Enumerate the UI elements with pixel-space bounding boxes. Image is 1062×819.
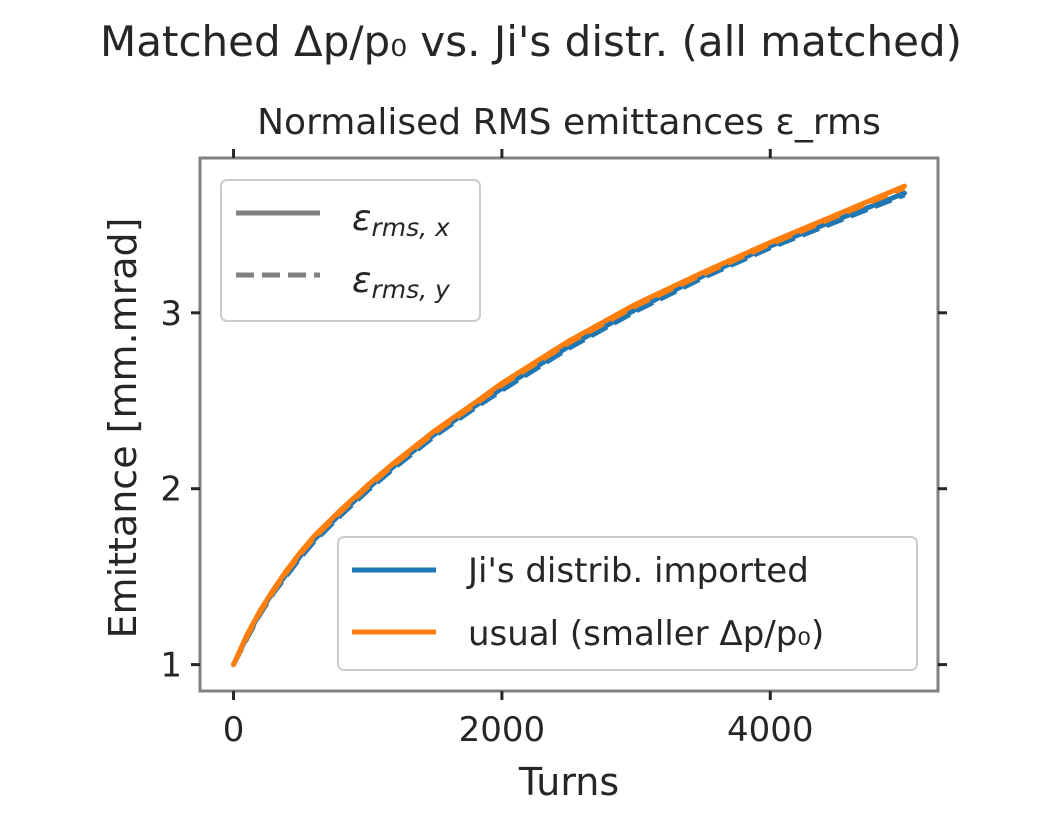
y-tick-label: 2 [160,470,182,510]
x-axis-label: Turns [518,760,619,804]
legend-label-ji: Ji's distrib. imported [466,551,809,591]
subscript-x: rms, x [371,213,450,242]
epsilon-symbol-x: ε [352,198,371,239]
legend-label-usual: usual (smaller Δp/p₀) [468,614,824,654]
y-axis-label: Emittance [mm.mrad] [101,218,145,639]
plot-frame [198,156,940,693]
subscript-y: rms, y [371,275,451,304]
y-tick-label: 3 [160,294,182,334]
figure-suptitle: Matched Δp/p₀ vs. Ji's distr. (all match… [100,17,962,66]
axes-title: Normalised RMS emittances ε_rms [257,102,881,143]
series-legend-box [337,536,918,671]
style-legend-label-y: εrms, y [352,260,451,304]
x-tick-label: 4000 [727,710,814,750]
style-legend: εrms, x εrms, y [220,179,481,322]
x-tick-label: 2000 [459,710,546,750]
x-tick-label: 0 [223,710,245,750]
epsilon-symbol-y: ε [352,260,371,301]
series-legend: Ji's distrib. imported usual (smaller Δp… [337,536,918,671]
series-layer [231,183,907,668]
y-tick-label: 1 [160,646,182,686]
series-line-usual-x [231,183,907,668]
style-legend-label-x: εrms, x [352,198,450,242]
tick-layer: 0 2000 4000 1 2 3 [160,149,947,750]
